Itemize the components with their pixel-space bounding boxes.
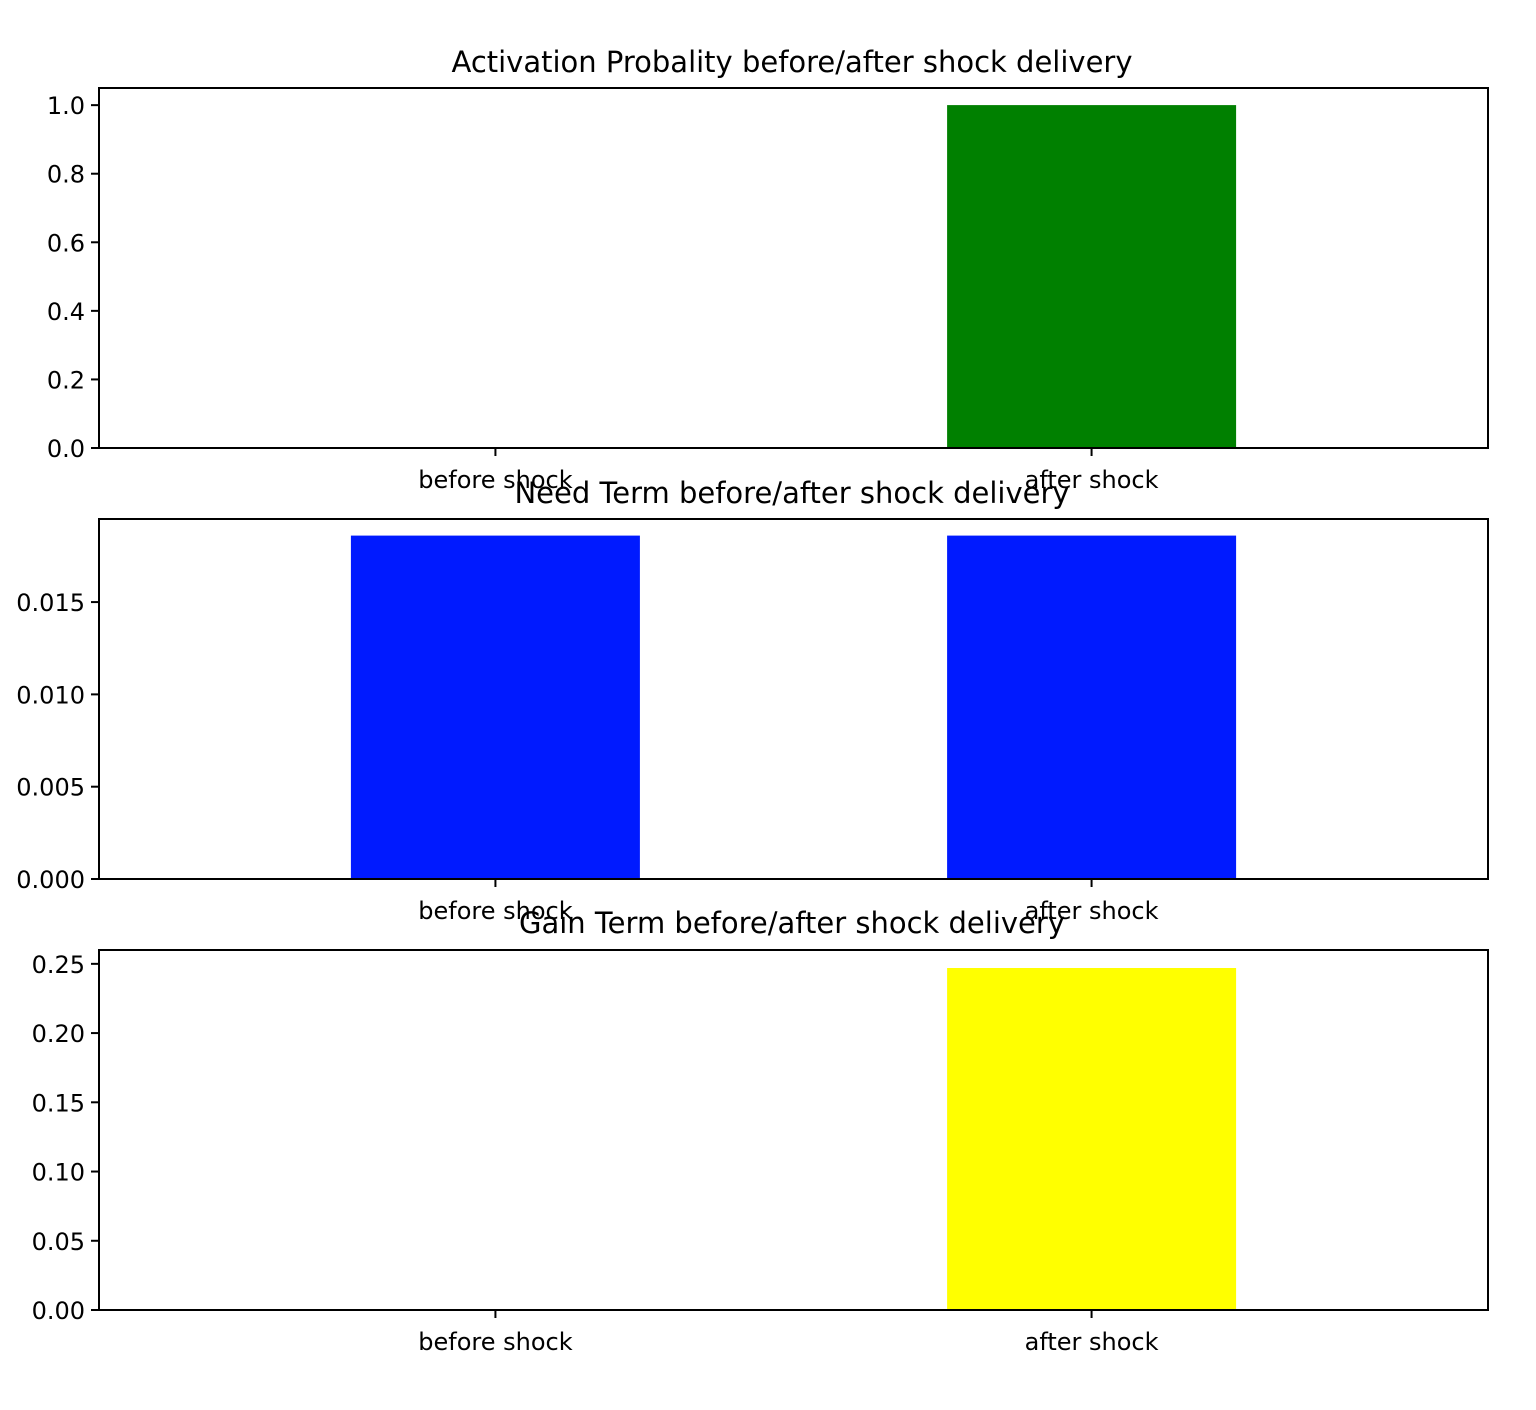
y-axis: 0.00 0.05 0.10 0.15 0.20 0.25 bbox=[32, 951, 99, 1325]
y-tick-label: 0.15 bbox=[32, 1089, 85, 1117]
x-axis: before shock after shock bbox=[418, 1310, 1159, 1356]
y-axis: 0.000 0.005 0.010 0.015 bbox=[16, 589, 99, 894]
y-tick-label: 0.00 bbox=[32, 1297, 85, 1325]
chart-title: Gain Term before/after shock delivery bbox=[519, 906, 1065, 940]
bar-after-shock bbox=[947, 535, 1237, 879]
bar-after-shock bbox=[947, 105, 1237, 448]
y-tick-label: 0.6 bbox=[47, 229, 85, 257]
y-tick-label: 0.005 bbox=[16, 774, 85, 802]
bar-after-shock bbox=[947, 968, 1237, 1310]
y-tick-label: 0.2 bbox=[47, 366, 85, 394]
bars bbox=[947, 105, 1237, 448]
y-tick-label: 0.0 bbox=[47, 435, 85, 463]
y-tick-label: 1.0 bbox=[47, 92, 85, 120]
chart-title: Need Term before/after shock delivery bbox=[514, 476, 1069, 510]
x-axis: before shock after shock bbox=[418, 879, 1159, 925]
y-axis: 0.0 0.2 0.4 0.6 0.8 1.0 bbox=[47, 92, 99, 463]
axes-frame bbox=[98, 87, 1489, 449]
y-tick-label: 0.000 bbox=[16, 866, 85, 894]
y-tick-label: 0.010 bbox=[16, 681, 85, 709]
subplot-gain-term: Gain Term before/after shock delivery 0.… bbox=[32, 906, 1489, 1356]
axes-frame bbox=[98, 949, 1489, 1311]
x-tick-label: before shock bbox=[418, 466, 572, 494]
y-tick-label: 0.8 bbox=[47, 161, 85, 189]
y-tick-label: 0.4 bbox=[47, 298, 85, 326]
x-axis: before shock after shock bbox=[418, 448, 1159, 494]
y-tick-label: 0.015 bbox=[16, 589, 85, 617]
x-tick-label: after shock bbox=[1025, 897, 1159, 925]
bar-before-shock bbox=[350, 535, 640, 879]
x-tick-label: after shock bbox=[1025, 1328, 1159, 1356]
subplot-need-term: Need Term before/after shock delivery 0.… bbox=[16, 476, 1489, 925]
subplot-activation-probability: Activation Probality before/after shock … bbox=[47, 45, 1489, 494]
bars bbox=[350, 535, 1237, 879]
y-tick-label: 0.05 bbox=[32, 1228, 85, 1256]
x-tick-label: before shock bbox=[418, 1328, 572, 1356]
y-tick-label: 0.25 bbox=[32, 951, 85, 979]
x-tick-label: before shock bbox=[418, 897, 572, 925]
axes-frame bbox=[98, 518, 1489, 880]
chart-title: Activation Probality before/after shock … bbox=[451, 45, 1132, 79]
y-tick-label: 0.10 bbox=[32, 1159, 85, 1187]
x-tick-label: after shock bbox=[1025, 466, 1159, 494]
bars bbox=[947, 968, 1237, 1310]
y-tick-label: 0.20 bbox=[32, 1020, 85, 1048]
